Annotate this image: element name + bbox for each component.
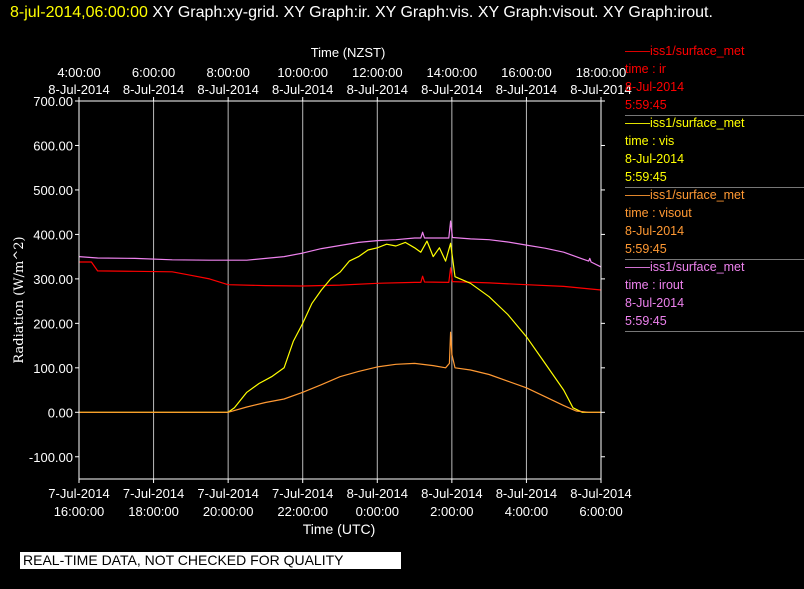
legend-date: 8-Jul-2014 — [625, 152, 685, 166]
legend-date: 8-Jul-2014 — [625, 224, 685, 238]
plot-frame — [78, 100, 602, 480]
x2-tick-label-time: 10:00:00 — [277, 65, 328, 80]
x2-tick-label-time: 16:00:00 — [501, 65, 552, 80]
x2-tick-label-date: 8-Jul-2014 — [347, 82, 408, 97]
x-tick-label-date: 8-Jul-2014 — [421, 486, 482, 501]
x-axis-ticks: 7-Jul-2014 16:00:00 7-Jul-2014 18:00:00 7-Ju… — [48, 65, 631, 519]
x-tick-label-date: 8-Jul-2014 — [347, 486, 408, 501]
y-axis-ticks: -100.00 0.00 100.00 200.00 300.00 400.00 500.0… — [29, 94, 605, 465]
legend-variable: time : irout — [625, 278, 684, 292]
y-tick-label: 0.00 — [48, 405, 73, 420]
x-tick-label-time: 6:00:00 — [579, 504, 622, 519]
legend-source: ——iss1/surface_met — [625, 260, 745, 274]
x-tick-label-time: 22:00:00 — [277, 504, 328, 519]
title-graph-list: XY Graph:xy-grid. XY Graph:ir. XY Graph:… — [152, 4, 713, 21]
legend-source: ——iss1/surface_met — [625, 44, 745, 58]
x2-tick-label-time: 6:00:00 — [132, 65, 175, 80]
legend-source: ——iss1/surface_met — [625, 188, 745, 202]
legend-separator — [625, 115, 804, 116]
x-tick-label-time: 0:00:00 — [356, 504, 399, 519]
x-tick-label-date: 7-Jul-2014 — [48, 486, 109, 501]
y-tick-label: 500.00 — [33, 183, 73, 198]
legend-separator — [625, 331, 804, 332]
x-tick-label-date: 7-Jul-2014 — [197, 486, 258, 501]
x2-tick-label-date: 8-Jul-2014 — [496, 82, 557, 97]
series-line-ir — [79, 261, 602, 291]
series-lines — [78, 220, 602, 413]
x-tick-label-date: 8-Jul-2014 — [496, 486, 557, 501]
vertical-gridlines — [78, 101, 602, 479]
legend-variable: time : visout — [625, 206, 692, 220]
x2-tick-label-date: 8-Jul-2014 — [123, 82, 184, 97]
y-tick-label: -100.00 — [29, 450, 73, 465]
x-tick-label-time: 20:00:00 — [203, 504, 254, 519]
legend-variable: time : vis — [625, 134, 675, 148]
x-tick-label-time: 2:00:00 — [430, 504, 473, 519]
y-tick-label: 600.00 — [33, 138, 73, 153]
title-timestamp: 8-jul-2014,06:00:00 — [10, 4, 148, 21]
x2-tick-label-date: 8-Jul-2014 — [570, 82, 631, 97]
x2-tick-label-time: 14:00:00 — [427, 65, 478, 80]
legend-date: 8-Jul-2014 — [625, 296, 685, 310]
legend-time: 5:59:45 — [625, 98, 667, 112]
x2-tick-label-date: 8-Jul-2014 — [197, 82, 258, 97]
quality-warning-banner: REAL-TIME DATA, NOT CHECKED FOR QUALITY — [20, 552, 401, 569]
legend-variable: time : ir — [625, 62, 666, 76]
graph-title: 8-jul-2014,06:00:00 XY Graph:xy-grid. XY… — [10, 2, 790, 23]
y-tick-label: 700.00 — [33, 94, 73, 109]
x2-tick-label-date: 8-Jul-2014 — [48, 82, 109, 97]
y-tick-label: 400.00 — [33, 227, 73, 242]
series-line-vis — [79, 240, 601, 413]
legend-date: 8-Jul-2014 — [625, 80, 685, 94]
legend-source: ——iss1/surface_met — [625, 116, 745, 130]
x-tick-label-time: 16:00:00 — [54, 504, 105, 519]
x2-tick-label-date: 8-Jul-2014 — [272, 82, 333, 97]
series-line-irout — [78, 220, 602, 268]
x-axis-label: Time (UTC) — [303, 521, 376, 537]
legend-time: 5:59:45 — [625, 242, 667, 256]
x-tick-label-date: 7-Jul-2014 — [272, 486, 333, 501]
series-line-visout — [79, 331, 601, 413]
x2-tick-label-time: 18:00:00 — [576, 65, 627, 80]
x2-tick-label-date: 8-Jul-2014 — [421, 82, 482, 97]
x2-tick-label-time: 12:00:00 — [352, 65, 403, 80]
legend-time: 5:59:45 — [625, 170, 667, 184]
y-axis-label: Radiation (W/m^2) — [12, 236, 27, 363]
x2-axis-label: Time (NZST) — [311, 45, 386, 60]
y-tick-label: 100.00 — [33, 361, 73, 376]
legend-separator — [625, 187, 804, 188]
legend-time: 5:59:45 — [625, 314, 667, 328]
x2-tick-label-time: 8:00:00 — [206, 65, 249, 80]
y-tick-label: 300.00 — [33, 272, 73, 287]
x-tick-label-time: 4:00:00 — [505, 504, 548, 519]
x2-tick-label-time: 4:00:00 — [57, 65, 100, 80]
legend-separator — [625, 259, 804, 260]
y-tick-label: 200.00 — [33, 316, 73, 331]
x-tick-label-date: 7-Jul-2014 — [123, 486, 184, 501]
x-tick-label-time: 18:00:00 — [128, 504, 179, 519]
x-tick-label-date: 8-Jul-2014 — [570, 486, 631, 501]
